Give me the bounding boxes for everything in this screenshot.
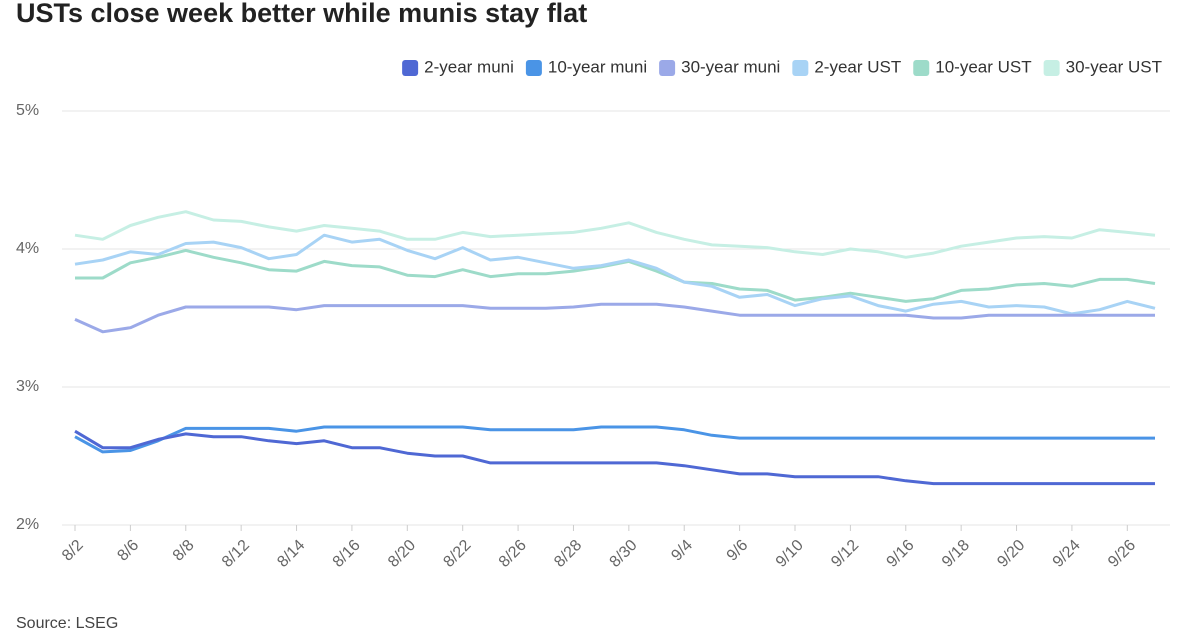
series-line [74, 210, 1156, 259]
x-tick-label: 8/12 [219, 537, 253, 571]
y-tick-label: 4% [16, 240, 39, 257]
x-tick-label: 8/26 [496, 537, 530, 571]
y-tick-label: 3% [16, 378, 39, 395]
x-tick-label: 9/20 [994, 537, 1028, 571]
x-tick-label: 9/18 [939, 537, 973, 571]
legend-label: 2-year muni [424, 57, 514, 76]
legend-label: 30-year muni [681, 57, 780, 76]
chart-title: USTs close week better while munis stay … [16, 0, 587, 28]
legend-item: 10-year UST [913, 57, 1032, 76]
legend-label: 30-year UST [1066, 57, 1162, 76]
legend-item: 2-year UST [792, 57, 901, 76]
x-tick-label: 8/14 [274, 537, 308, 571]
x-tick-label: 9/12 [828, 537, 862, 571]
legend-item: 10-year muni [525, 57, 647, 76]
legend-item: 30-year muni [659, 57, 780, 76]
legend-item: 30-year UST [1043, 57, 1162, 76]
legend-swatch [525, 60, 542, 76]
x-tick-label: 9/16 [884, 537, 918, 571]
x-tick-label: 9/10 [773, 537, 807, 571]
x-tick-label: 8/22 [440, 537, 474, 571]
legend-swatch [913, 60, 930, 76]
legend-label: 10-year UST [935, 57, 1031, 76]
x-tick-label: 8/16 [330, 537, 364, 571]
x-tick-label: 8/20 [385, 537, 419, 571]
legend-swatch [792, 60, 809, 76]
x-tick-label: 9/4 [668, 537, 696, 565]
series-line [74, 233, 1156, 316]
x-tick-label: 8/2 [59, 537, 87, 565]
x-tick-label: 9/24 [1050, 537, 1084, 571]
legend-swatch [1043, 60, 1060, 76]
legend-label: 2-year UST [814, 57, 901, 76]
series-line [75, 248, 1156, 303]
series-line [74, 429, 1155, 486]
x-tick-label: 8/6 [114, 537, 142, 565]
legend-item: 2-year muni [402, 57, 514, 76]
x-tick-label: 9/6 [724, 537, 752, 565]
source: Source: LSEG [16, 615, 118, 630]
legend-swatch [659, 60, 676, 76]
legend-swatch [402, 60, 419, 76]
y-tick-label: 2% [16, 516, 39, 533]
series-line [74, 302, 1155, 334]
y-tick-label: 5% [16, 102, 39, 119]
series-line [74, 425, 1155, 454]
x-tick-label: 8/28 [551, 537, 585, 571]
legend-label: 10-year muni [548, 57, 647, 76]
x-tick-label: 9/26 [1105, 537, 1139, 571]
x-tick-label: 8/8 [170, 537, 198, 565]
x-tick-label: 8/30 [607, 537, 641, 571]
